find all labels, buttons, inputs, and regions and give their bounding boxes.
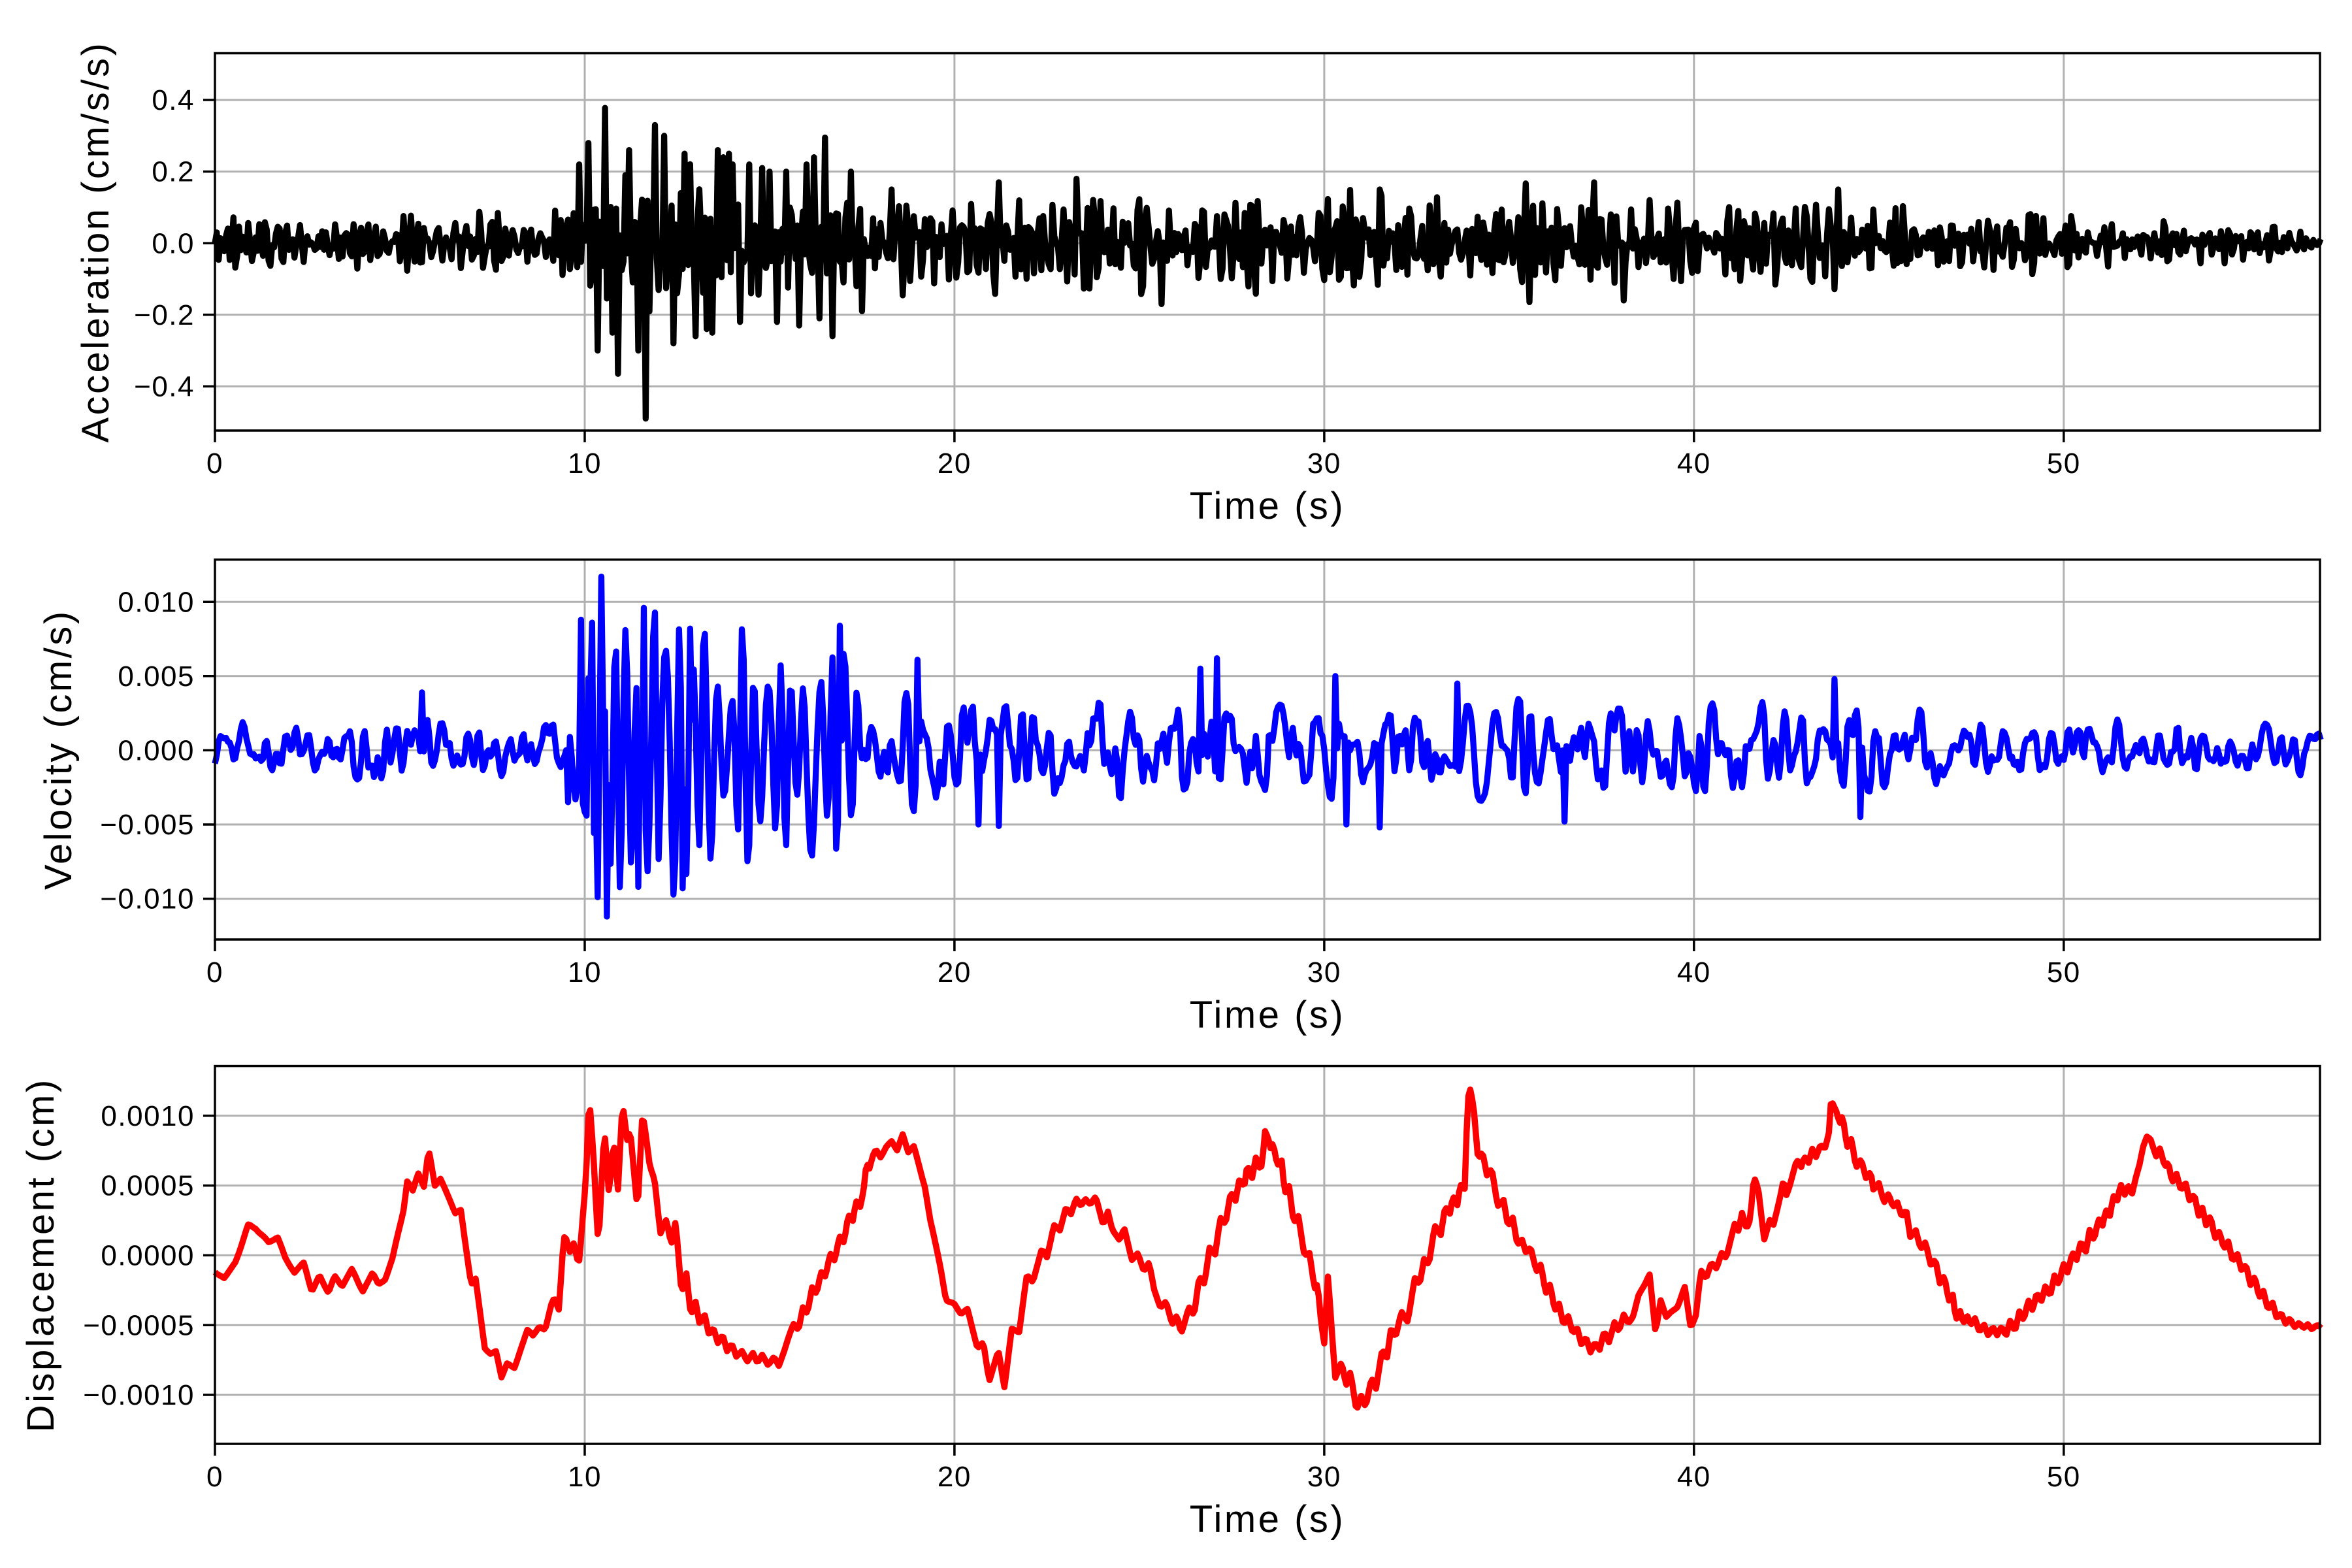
- svg-text:Time (s): Time (s): [1190, 1498, 1345, 1541]
- svg-text:−0.2: −0.2: [134, 299, 195, 331]
- svg-text:0.005: 0.005: [118, 661, 195, 693]
- svg-text:30: 30: [1307, 1461, 1341, 1493]
- svg-text:40: 40: [1677, 448, 1711, 480]
- svg-text:0.4: 0.4: [152, 84, 195, 116]
- svg-text:−0.010: −0.010: [100, 883, 195, 915]
- svg-text:30: 30: [1307, 448, 1341, 480]
- svg-text:0.0010: 0.0010: [101, 1100, 195, 1132]
- svg-text:−0.0005: −0.0005: [83, 1309, 195, 1341]
- svg-text:10: 10: [568, 448, 602, 480]
- svg-text:50: 50: [2047, 448, 2081, 480]
- svg-text:−0.005: −0.005: [100, 809, 195, 841]
- svg-text:30: 30: [1307, 956, 1341, 988]
- svg-text:20: 20: [938, 1461, 972, 1493]
- svg-text:Displacement (cm): Displacement (cm): [20, 1077, 62, 1432]
- svg-text:0.010: 0.010: [118, 586, 195, 618]
- svg-text:0: 0: [206, 448, 223, 480]
- svg-text:0.2: 0.2: [152, 156, 195, 188]
- svg-text:−0.4: −0.4: [134, 371, 195, 403]
- svg-text:0: 0: [206, 956, 223, 988]
- svg-text:0.0: 0.0: [152, 227, 195, 259]
- svg-text:20: 20: [938, 956, 972, 988]
- svg-text:40: 40: [1677, 956, 1711, 988]
- svg-text:40: 40: [1677, 1461, 1711, 1493]
- svg-text:10: 10: [568, 1461, 602, 1493]
- svg-text:Velocity (cm/s): Velocity (cm/s): [37, 609, 80, 890]
- svg-text:Time (s): Time (s): [1190, 485, 1345, 527]
- svg-text:0.0000: 0.0000: [101, 1240, 195, 1272]
- svg-text:50: 50: [2047, 1461, 2081, 1493]
- svg-text:Time (s): Time (s): [1190, 994, 1345, 1036]
- svg-text:Acceleration (cm/s/s): Acceleration (cm/s/s): [74, 41, 117, 443]
- svg-text:50: 50: [2047, 956, 2081, 988]
- svg-text:0.000: 0.000: [118, 735, 195, 767]
- svg-text:10: 10: [568, 956, 602, 988]
- svg-text:0: 0: [206, 1461, 223, 1493]
- svg-text:20: 20: [938, 448, 972, 480]
- svg-text:0.0005: 0.0005: [101, 1170, 195, 1202]
- svg-text:−0.0010: −0.0010: [83, 1379, 195, 1411]
